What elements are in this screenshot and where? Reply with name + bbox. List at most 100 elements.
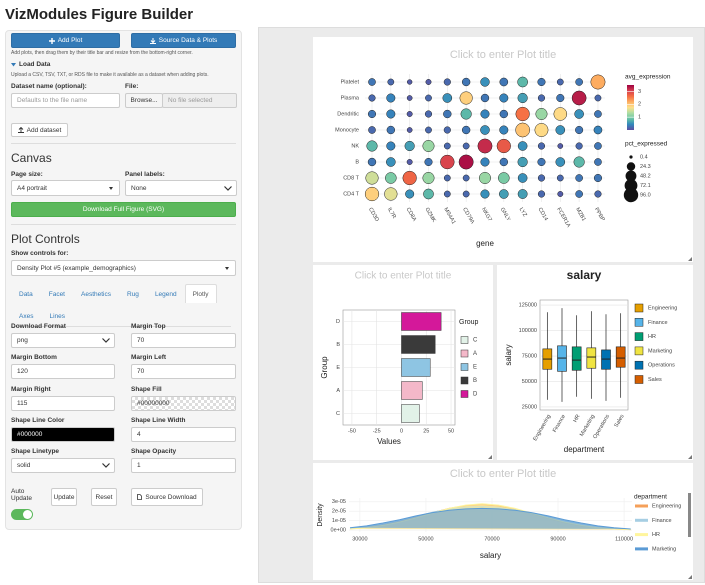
dot xyxy=(575,125,584,135)
dot xyxy=(386,157,396,167)
legend-label: Engineering xyxy=(652,503,681,509)
legend-swatch xyxy=(634,360,644,370)
field-input[interactable]: #000000 xyxy=(11,427,115,442)
tab[interactable]: Plotly xyxy=(184,284,217,303)
update-button[interactable]: Update xyxy=(51,488,77,506)
dot xyxy=(462,174,470,182)
field-input[interactable]: 115 xyxy=(11,396,115,411)
select-value: Density Plot #5 (example_demographics) xyxy=(17,264,136,272)
field-input[interactable]: png xyxy=(11,333,115,348)
dataset-name-input[interactable]: Defaults to the file name xyxy=(11,93,120,108)
dot xyxy=(461,77,471,87)
y-tick-label: 75000 xyxy=(522,353,537,359)
source-data-button[interactable]: Source Data & Plots xyxy=(131,33,236,48)
dot xyxy=(573,156,585,168)
y-tick-label: 125000 xyxy=(519,303,537,309)
divider xyxy=(11,143,236,144)
auto-update-toggle[interactable] xyxy=(11,509,33,520)
field-label: Shape Fill xyxy=(131,386,162,393)
dot xyxy=(537,174,546,182)
field-label: Shape Line Width xyxy=(131,417,186,424)
dot xyxy=(499,157,508,167)
legend-swatch xyxy=(634,346,644,356)
load-data-toggle[interactable]: Load Data xyxy=(11,61,50,68)
field-input[interactable]: 4 xyxy=(131,427,236,442)
caret xyxy=(225,266,229,270)
y-tick-label: D xyxy=(336,319,340,325)
tab[interactable]: Facet xyxy=(48,290,65,298)
field-label: Shape Line Color xyxy=(11,417,65,424)
dot xyxy=(443,174,451,182)
legend-swatch xyxy=(460,349,469,358)
browse-button[interactable]: Browse... xyxy=(125,93,163,108)
dot xyxy=(443,109,452,119)
dot xyxy=(575,142,583,150)
dot xyxy=(443,126,451,134)
dot xyxy=(537,190,546,198)
dot xyxy=(480,157,490,167)
legend-label: B xyxy=(473,378,477,384)
field-input[interactable]: solid xyxy=(11,458,115,473)
field-label: Shape Linetype xyxy=(11,448,60,455)
tab[interactable]: Data xyxy=(19,290,33,298)
dot xyxy=(557,191,564,197)
add-dataset-button[interactable]: Add dataset xyxy=(11,123,68,137)
add-plot-button[interactable]: Add Plot xyxy=(11,33,120,48)
button-label: Source Data & Plots xyxy=(158,37,218,44)
y-tick-label: 3e-05 xyxy=(332,499,346,505)
x-tick-label: LYZ xyxy=(518,207,528,219)
dot xyxy=(458,154,474,170)
upload-icon xyxy=(17,127,24,133)
size-legend-dot xyxy=(625,170,637,182)
x-axis-title: department xyxy=(564,445,605,454)
x-tick-label: Finance xyxy=(552,414,567,434)
plot-panel xyxy=(539,299,629,411)
field-input[interactable]: 70 xyxy=(131,364,236,379)
section-title: Plot Controls xyxy=(11,232,80,246)
field-label: Margin Right xyxy=(11,386,51,393)
legend-label: Finance xyxy=(648,320,668,326)
x-tick-label: -50 xyxy=(348,428,356,434)
tab[interactable]: Rug xyxy=(127,290,139,298)
size-legend-dot xyxy=(629,155,633,159)
dot xyxy=(575,78,583,86)
dot xyxy=(556,78,564,86)
tab[interactable]: Aesthetics xyxy=(81,290,111,298)
toggle-knob xyxy=(23,510,32,519)
tab[interactable]: Legend xyxy=(154,290,177,298)
field-input[interactable]: 70 xyxy=(131,333,236,348)
x-tick-label: Engineering xyxy=(532,414,552,442)
field-label: File: xyxy=(125,83,139,90)
y-axis-title: Density xyxy=(317,503,324,527)
x-tick-label: 110000 xyxy=(615,536,633,542)
dot xyxy=(480,77,490,87)
field-input[interactable]: 120 xyxy=(11,364,115,379)
dot xyxy=(498,172,510,184)
page-size-select[interactable]: A4 portrait xyxy=(11,180,120,196)
dot xyxy=(499,109,508,119)
dot xyxy=(367,157,377,167)
plot-card[interactable]: Click to enter Plot title CD3D IL7R CD8A GZM… xyxy=(313,37,693,262)
dot xyxy=(404,140,415,152)
dot xyxy=(365,171,379,185)
dot xyxy=(590,74,606,90)
dot xyxy=(480,109,490,119)
field-input[interactable]: 1 xyxy=(131,458,236,473)
tab[interactable]: Lines xyxy=(49,312,65,320)
plot-select[interactable]: Density Plot #5 (example_demographics) xyxy=(11,260,236,276)
plot-card[interactable]: Click to enter Plot title -50 -25 0 25 50 C C A A… xyxy=(313,265,493,460)
plot-card[interactable]: Click to enter Plot title 0e+00 1e-05 2e-05… xyxy=(313,463,693,580)
plot-card[interactable]: salary 25000 50000 75000 100000 125000 Enginee… xyxy=(497,265,693,460)
dot xyxy=(425,126,432,134)
field-input[interactable]: #00000000 xyxy=(131,396,236,411)
size-legend-label: 96.0 xyxy=(640,192,651,198)
dot xyxy=(480,125,490,135)
source-download-button[interactable]: Source Download xyxy=(131,488,203,506)
download-figure-button[interactable]: Download Full Figure (SVG) xyxy=(11,202,236,217)
panel-labels-select[interactable]: None xyxy=(125,180,237,196)
dot xyxy=(443,78,451,86)
tab[interactable]: Axes xyxy=(19,312,34,320)
dot xyxy=(384,187,398,201)
reset-button[interactable]: Reset xyxy=(91,488,117,506)
